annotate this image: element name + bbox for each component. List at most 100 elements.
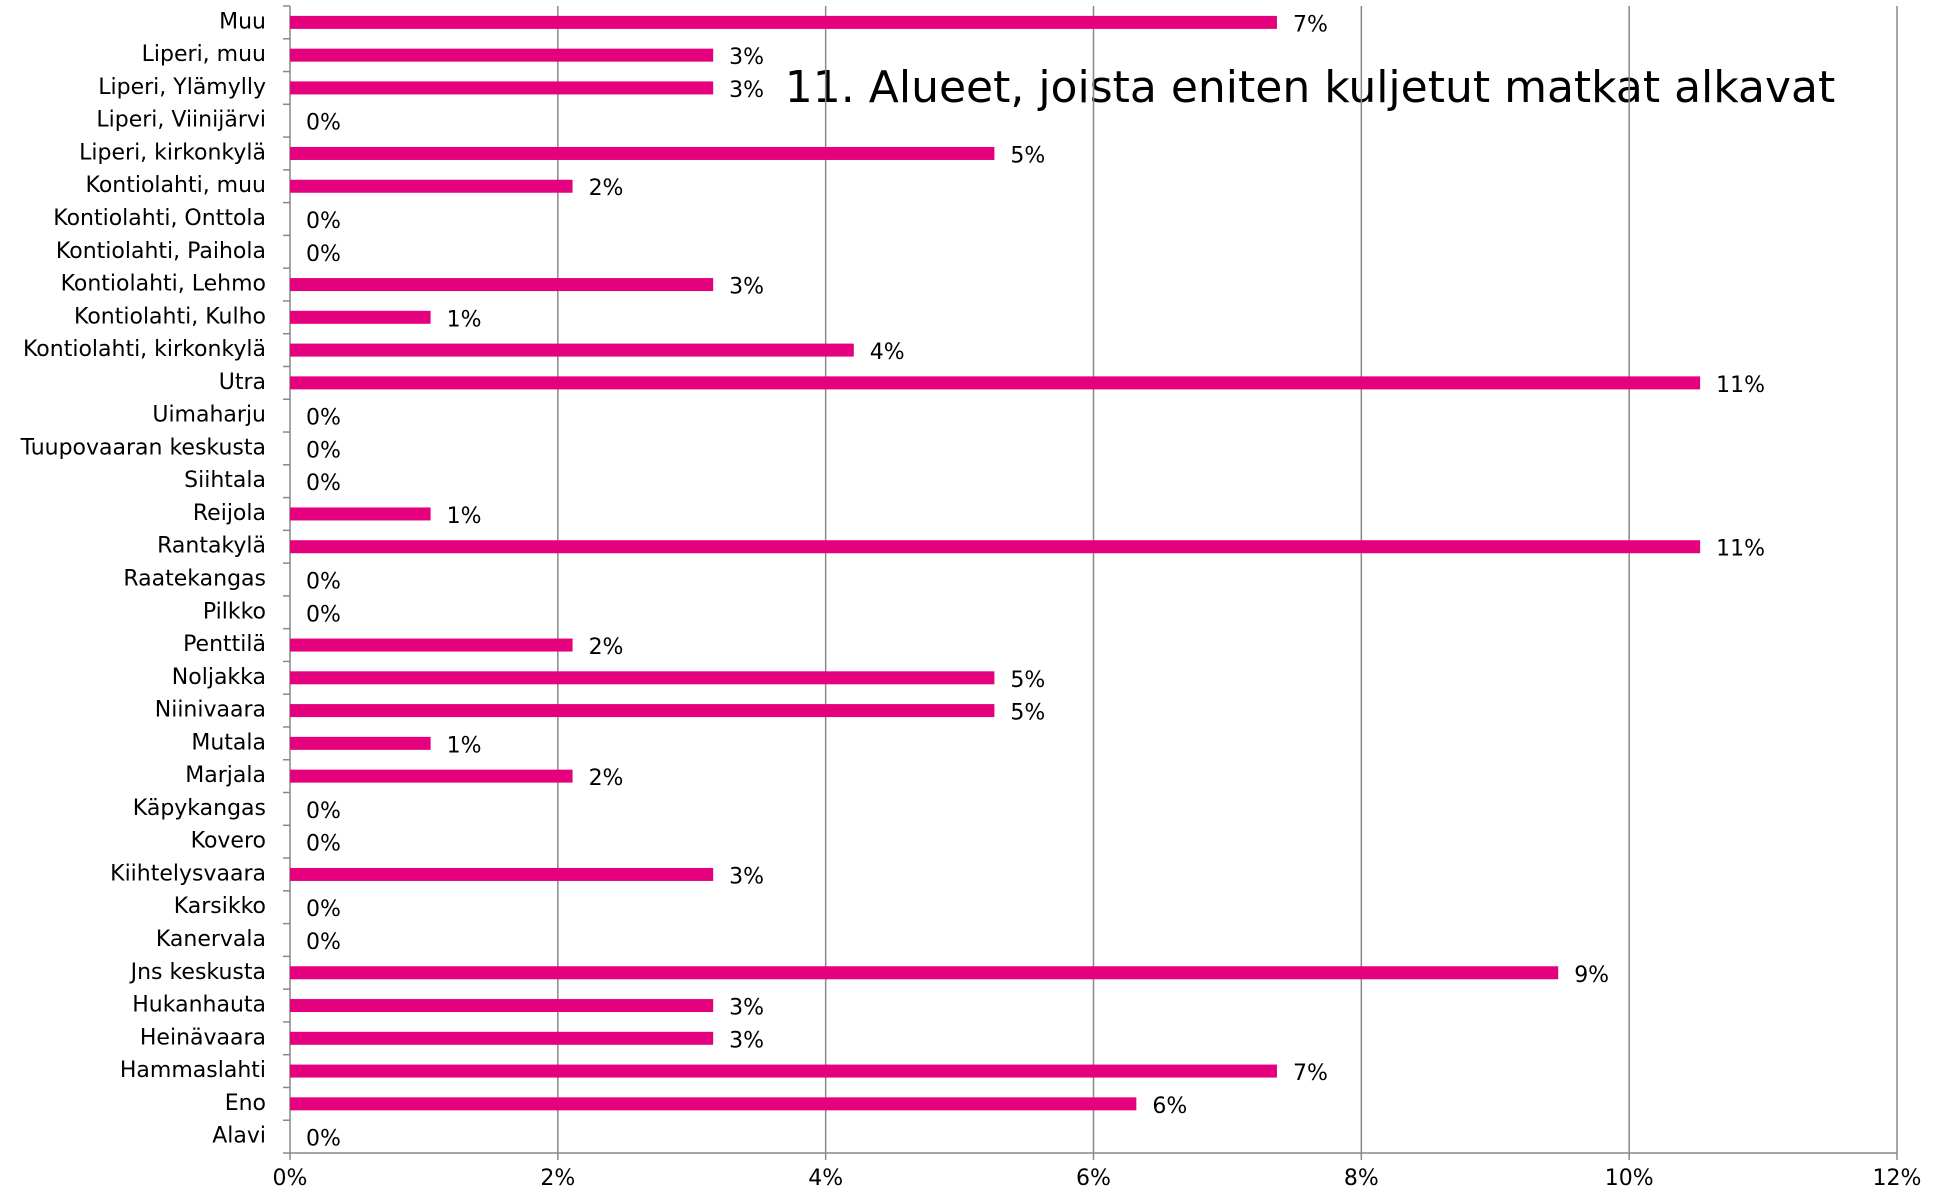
bar [290,81,714,95]
y-tick-label: Muu [219,9,266,34]
value-label: 3% [729,275,764,300]
bar [290,48,714,62]
value-label: 0% [306,406,341,431]
value-label: 7% [1293,12,1328,37]
value-label: 0% [306,1127,341,1152]
y-tick-label: Niinivaara [155,698,266,723]
y-tick-label: Kontiolahti, Lehmo [61,272,266,297]
y-tick-label: Liperi, Viinijärvi [96,108,266,133]
value-label: 0% [306,242,341,267]
value-label: 5% [1010,668,1045,693]
y-tick-label: Kontiolahti, Paihola [56,239,266,264]
y-tick-label: Karsikko [174,894,266,919]
value-label: 2% [589,766,624,791]
bar [290,1097,1137,1111]
value-label: 0% [306,438,341,463]
y-tick-label: Kontiolahti, muu [85,173,266,198]
y-tick-label: Kanervala [156,927,266,952]
value-label: 0% [306,602,341,627]
value-label: 3% [729,864,764,889]
y-tick-label: Siihtala [184,468,266,493]
y-tick-label: Uimaharju [152,403,266,428]
value-label: 3% [729,78,764,103]
y-tick-label: Liperi, Ylämylly [98,75,266,100]
y-tick-label: Rantakylä [157,534,266,559]
x-tick-label: 4% [808,1166,843,1191]
value-label: 11% [1716,537,1765,562]
y-tick-label: Alavi [212,1124,266,1149]
y-tick-label: Eno [225,1091,266,1116]
bar [290,15,1277,29]
bar [290,704,995,718]
x-tick-label: 12% [1873,1166,1922,1191]
y-tick-label: Pilkko [203,599,266,624]
value-label: 5% [1010,143,1045,168]
value-label: 3% [729,996,764,1021]
bar [290,966,1559,980]
bar [290,540,1701,554]
value-label: 4% [870,340,905,365]
bar [290,343,854,357]
x-tick-label: 6% [1076,1166,1111,1191]
value-label: 11% [1716,373,1765,398]
y-tick-label: Kontiolahti, kirkonkylä [23,337,266,362]
y-tick-label: Kiihtelysvaara [110,861,266,886]
value-label: 0% [306,111,341,136]
y-tick-label: Penttilä [183,632,266,657]
value-label: 0% [306,930,341,955]
value-label: 0% [306,799,341,824]
value-label: 5% [1010,701,1045,726]
x-tick-label: 10% [1605,1166,1654,1191]
y-tick-label: Kontiolahti, Onttola [53,206,266,231]
x-tick-label: 0% [273,1166,308,1191]
y-tick-label: Raatekangas [123,567,266,592]
value-label: 0% [306,209,341,234]
bar [290,1031,714,1045]
y-tick-label: Kovero [191,829,266,854]
bar [290,999,714,1013]
bar [290,310,431,324]
y-tick-label: Liperi, muu [142,42,266,67]
bar [290,638,573,652]
y-tick-label: Liperi, kirkonkylä [79,140,266,165]
value-label: 7% [1293,1061,1328,1086]
value-label: 1% [447,504,482,529]
value-label: 3% [729,45,764,70]
value-label: 0% [306,570,341,595]
bar [290,671,995,685]
bar [290,867,714,881]
y-tick-label: Heinävaara [140,1025,266,1050]
value-label: 1% [447,307,482,332]
bar [290,507,431,521]
x-tick-label: 8% [1344,1166,1379,1191]
bar [290,1064,1277,1078]
value-label: 0% [306,471,341,496]
y-tick-label: Utra [219,370,266,395]
y-tick-label: Käpykangas [133,796,266,821]
bar [290,179,573,193]
y-tick-label: Marjala [185,763,266,788]
value-label: 2% [589,635,624,660]
y-tick-label: Tuupovaaran keskusta [20,435,266,460]
value-label: 3% [729,1028,764,1053]
value-label: 9% [1574,963,1609,988]
bar [290,736,431,750]
value-label: 2% [589,176,624,201]
y-tick-label: Reijola [193,501,266,526]
y-tick-label: Mutala [191,730,266,755]
value-label: 6% [1152,1094,1187,1119]
y-tick-label: Jns keskusta [129,960,266,985]
bar [290,278,714,292]
y-tick-label: Kontiolahti, Kulho [74,304,266,329]
bar [290,769,573,783]
value-label: 0% [306,897,341,922]
y-tick-label: Hukanhauta [132,993,266,1018]
value-label: 1% [447,733,482,758]
bar [290,376,1701,390]
x-tick-label: 2% [540,1166,575,1191]
y-tick-label: Noljakka [172,665,266,690]
value-label: 0% [306,832,341,857]
chart-title: 11. Alueet, joista eniten kuljetut matka… [785,62,1835,113]
y-tick-label: Hammaslahti [120,1058,266,1083]
